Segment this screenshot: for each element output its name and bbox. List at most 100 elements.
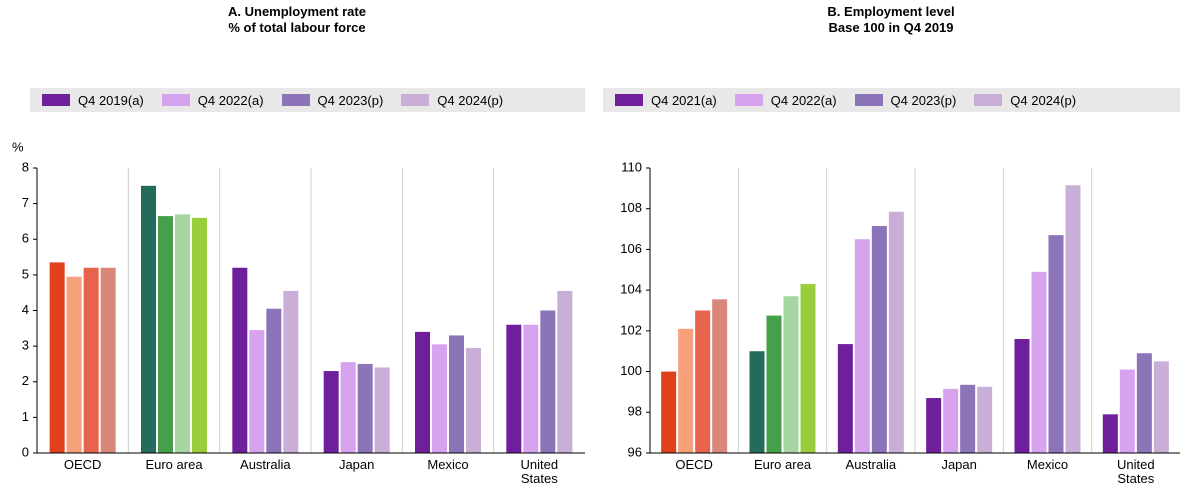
x-tick-label: United States [520,457,559,486]
bar [357,363,373,453]
bar [340,362,356,453]
legend-label: Q4 2024(p) [437,92,504,108]
bar [1102,414,1118,453]
x-tick-label: OECD [675,457,713,472]
x-tick-label: Japan [941,457,977,472]
y-tick-label: 4 [22,302,29,317]
bar [678,328,694,453]
y-tick-label: 3 [22,338,29,353]
y-tick-label: 96 [628,444,642,459]
y-tick-label: 7 [22,195,29,210]
y-tick-label: 0 [22,444,29,459]
legend-label: Q4 2024(p) [1010,92,1077,108]
chart-subtitle: % of total labour force [228,20,366,35]
bar [449,335,464,453]
chart-title: A. Unemployment rate [228,4,366,19]
bar [854,239,870,453]
bar [960,384,976,453]
y-tick-label: 6 [22,231,29,246]
legend: Q4 2019(a) Q4 2022(a) Q4 2023(p) Q4 2024(p) [30,88,585,112]
bar [540,310,556,453]
legend-swatch [615,94,643,106]
bar [661,371,677,453]
legend-item: Q4 2024(p) [974,93,1076,108]
x-tick-label: Australia [845,457,897,472]
legend-item: Q4 2024(p) [401,93,503,108]
legend-label: Q4 2023(p) [317,92,384,108]
bar [977,386,993,453]
y-tick-label: 8 [22,159,29,174]
legend-swatch [854,94,883,106]
y-tick-label: 108 [620,200,642,215]
bar [800,284,816,453]
chart-title: B. Employment level [827,4,955,19]
bar [83,267,99,453]
bar [1136,353,1152,453]
bar [49,262,65,453]
bar [1119,369,1135,453]
bar [266,308,282,453]
bar [283,290,299,453]
bar [1031,271,1047,453]
bar [712,299,728,453]
bar [1014,339,1030,453]
legend-item: Q4 2022(a) [734,92,837,108]
bar [783,296,799,453]
legend-label: Q4 2022(a) [770,92,837,108]
legend-label: Q4 2021(a) [651,92,717,108]
y-tick-label: 2 [22,373,29,388]
legend-swatch [401,94,430,106]
legend-swatch [42,94,70,106]
x-tick-label: United States [1117,457,1155,486]
x-tick-label: Euro area [753,457,812,472]
bar [557,290,573,453]
legend: Q4 2021(a) Q4 2022(a) Q4 2023(p) Q4 2024(p) [603,88,1180,112]
bar [66,276,82,453]
bar [749,351,765,453]
bar [523,324,539,453]
x-tick-label: Euro area [145,457,203,472]
bar [871,226,887,453]
bar [1065,185,1081,453]
x-tick-label: Japan [338,457,375,472]
x-tick-label: Australia [240,457,291,472]
y-tick-label: 110 [621,159,642,174]
bar [1153,361,1169,453]
bar [192,217,207,453]
y-tick-label: 100 [620,363,642,378]
bar [415,331,430,453]
bar [837,344,853,453]
bar [695,310,711,453]
x-tick-label: Mexico [427,457,469,472]
bar [232,267,248,453]
legend-swatch [974,94,1003,106]
bar [506,324,522,453]
legend-label: Q4 2019(a) [78,92,144,108]
bar [374,367,390,453]
y-tick-label: 5 [22,266,29,281]
legend-label: Q4 2023(p) [890,92,957,108]
y-tick-label: 106 [620,241,642,256]
legend-item: Q4 2023(p) [854,92,957,108]
bar [432,344,447,453]
legend-item: Q4 2021(a) [615,93,717,108]
legend-item: Q4 2019(a) [42,93,144,108]
legend-item: Q4 2023(p) [281,92,384,108]
bar [175,214,190,453]
bar [466,347,481,453]
bar [249,330,265,453]
legend-swatch [281,94,310,106]
chart-subtitle: Base 100 in Q4 2019 [828,20,954,35]
legend-item: Q4 2022(a) [161,93,264,108]
legend-swatch [734,94,763,106]
bar [943,388,959,453]
y-axis-label: % [12,139,24,154]
bar [766,315,782,453]
bar [141,185,156,453]
x-tick-label: OECD [63,457,102,472]
bar [158,216,173,453]
bar [888,211,904,453]
y-tick-label: 102 [620,322,642,337]
